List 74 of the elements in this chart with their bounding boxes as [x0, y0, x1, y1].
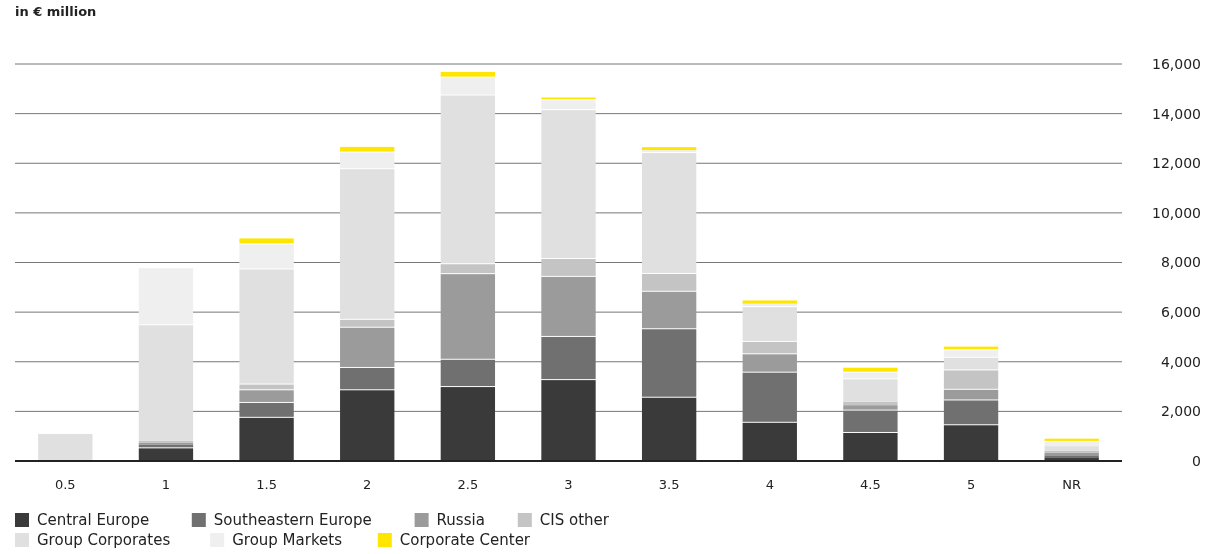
legend-label: Southeastern Europe [213, 511, 372, 530]
bar [440, 95, 496, 264]
bar [943, 370, 999, 389]
bar [843, 405, 898, 410]
y-tick-label: 6,000 [1160, 304, 1201, 321]
bar [641, 153, 697, 273]
bar [440, 274, 496, 359]
bar [38, 433, 93, 461]
x-tick-label: 1 [161, 477, 171, 492]
bar [541, 259, 596, 276]
bar [742, 422, 797, 461]
bar [742, 307, 797, 341]
bar [440, 71, 496, 77]
bar [641, 397, 697, 461]
y-tick-label: 12,000 [1152, 155, 1201, 172]
bar [541, 100, 596, 110]
x-tick-label: NR [1062, 477, 1082, 492]
bar [943, 350, 999, 357]
bar [843, 379, 898, 402]
x-tick-label: 4 [765, 477, 774, 492]
bar [239, 417, 294, 461]
bar [138, 448, 194, 461]
x-tick-label: 3 [564, 477, 573, 492]
bar [239, 244, 294, 269]
bar [340, 169, 395, 319]
bar [943, 357, 999, 370]
x-tick-label: 1.5 [256, 477, 277, 492]
bar [742, 354, 797, 372]
bar [843, 367, 898, 372]
bar [541, 276, 596, 336]
bar [138, 268, 194, 325]
bar [340, 367, 395, 390]
legend-label: CIS other [539, 511, 610, 530]
bar [943, 389, 999, 400]
legend-label: Group Markets [232, 531, 343, 550]
legend-label: Russia [436, 511, 485, 530]
bar [1044, 441, 1099, 447]
bar [641, 273, 697, 291]
y-tick-label: 8,000 [1160, 254, 1201, 271]
bar [641, 291, 697, 329]
bar [440, 77, 496, 95]
bar [1044, 446, 1099, 451]
bar [340, 152, 395, 169]
legend-label: Group Corporates [37, 531, 171, 550]
bar [340, 146, 395, 152]
x-tick-label: 4.5 [860, 477, 881, 492]
bar [340, 319, 395, 327]
y-tick-label: 14,000 [1152, 105, 1201, 122]
bar [843, 432, 898, 461]
legend-label: Corporate Center [399, 531, 531, 550]
x-tick-label: 3.5 [658, 477, 680, 492]
bar [943, 425, 999, 461]
bar [541, 110, 596, 259]
bar [239, 269, 294, 384]
y-tick-label: 4,000 [1160, 353, 1201, 370]
bar [541, 380, 596, 461]
bar [440, 264, 496, 274]
y-tick-label: 16,000 [1152, 55, 1201, 72]
y-tick-label: 0 [1192, 452, 1201, 469]
y-tick-label: 10,000 [1152, 204, 1201, 221]
bar [138, 325, 194, 441]
bar [239, 390, 294, 402]
x-tick-label: 5 [966, 477, 976, 492]
bar [742, 341, 797, 354]
x-tick-label: 0.5 [54, 477, 76, 492]
bar [340, 327, 395, 367]
x-tick-label: 2.5 [457, 477, 479, 492]
y-tick-label: 2,000 [1160, 403, 1201, 420]
legend-label: Central Europe [37, 511, 150, 530]
bar [440, 387, 496, 461]
y-axis-title: in € million [15, 4, 97, 19]
bar [239, 238, 294, 244]
bar [340, 390, 395, 461]
x-tick-label: 2 [363, 477, 372, 492]
